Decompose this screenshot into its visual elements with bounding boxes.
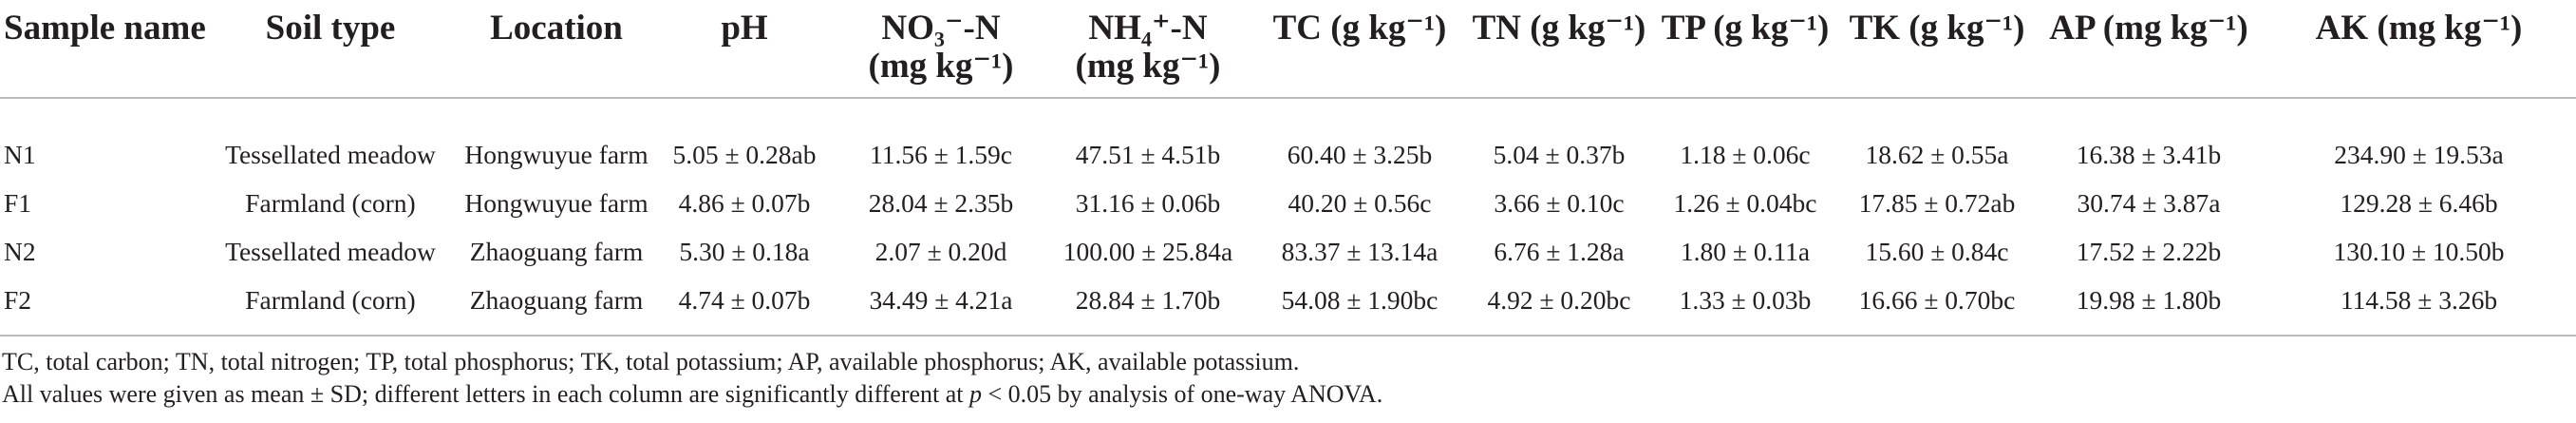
soil-properties-table: Sample name Soil type Location pH NO₃⁻-N… bbox=[0, 0, 2576, 336]
cell-ap: 19.98 ± 1.80b bbox=[2076, 284, 2222, 315]
cell-ammonium: 31.16 ± 0.06b bbox=[1075, 187, 1221, 218]
cell-tk: 16.66 ± 0.70bc bbox=[1858, 284, 2016, 315]
cell-ph: 4.74 ± 0.07b bbox=[678, 284, 811, 315]
cell-tc: 54.08 ± 1.90bc bbox=[1281, 284, 1438, 315]
header-tc: TC (g kg⁻¹) bbox=[1272, 9, 1447, 48]
header-sample-name: Sample name bbox=[4, 9, 206, 48]
cell-tn: 6.76 ± 1.28a bbox=[1494, 236, 1625, 266]
header-soil-type: Soil type bbox=[265, 9, 396, 48]
cell-tc: 83.37 ± 13.14a bbox=[1281, 236, 1438, 266]
cell-tk: 17.85 ± 0.72ab bbox=[1858, 187, 2016, 218]
cell-ph: 5.30 ± 0.18a bbox=[679, 236, 810, 266]
cell-sample-name: N1 bbox=[4, 139, 36, 169]
cell-sample-name: F2 bbox=[4, 284, 32, 315]
header-tk: TK (g kg⁻¹) bbox=[1849, 9, 2025, 48]
table-footnotes: TC, total carbon; TN, total nitrogen; TP… bbox=[2, 346, 1382, 411]
cell-ammonium: 47.51 ± 4.51b bbox=[1075, 139, 1221, 169]
cell-tn: 5.04 ± 0.37b bbox=[1493, 139, 1626, 169]
cell-nitrate: 11.56 ± 1.59c bbox=[869, 139, 1013, 169]
cell-soil-type: Farmland (corn) bbox=[245, 284, 416, 315]
cell-tp: 1.80 ± 0.11a bbox=[1680, 236, 1811, 266]
table-header-row: Sample name Soil type Location pH NO₃⁻-N… bbox=[0, 0, 2576, 98]
cell-ak: 129.28 ± 6.46b bbox=[2340, 187, 2498, 218]
cell-ph: 5.05 ± 0.28ab bbox=[672, 139, 817, 169]
cell-nitrate: 34.49 ± 4.21a bbox=[869, 284, 1013, 315]
footnote-statistics: All values were given as mean ± SD; diff… bbox=[2, 378, 1382, 411]
cell-ph: 4.86 ± 0.07b bbox=[678, 187, 811, 218]
cell-tc: 40.20 ± 0.56c bbox=[1288, 187, 1432, 218]
cell-sample-name: N2 bbox=[4, 236, 36, 266]
cell-ammonium: 28.84 ± 1.70b bbox=[1075, 284, 1221, 315]
table-row: N2 Tessellated meadow Zhaoguang farm 5.3… bbox=[0, 227, 2576, 276]
header-ph: pH bbox=[721, 9, 768, 48]
header-ak: AK (mg kg⁻¹) bbox=[2315, 9, 2523, 48]
cell-nitrate: 28.04 ± 2.35b bbox=[868, 187, 1014, 218]
cell-location: Zhaoguang farm bbox=[469, 284, 644, 315]
cell-ap: 30.74 ± 3.87a bbox=[2077, 187, 2221, 218]
footnote-statistics-tail: < 0.05 by analysis of one-way ANOVA. bbox=[982, 380, 1383, 408]
header-ap: AP (mg kg⁻¹) bbox=[2049, 9, 2248, 48]
table-row: F1 Farmland (corn) Hongwuyue farm 4.86 ±… bbox=[0, 179, 2576, 227]
footnote-statistics-text: All values were given as mean ± SD; diff… bbox=[2, 380, 970, 408]
cell-ap: 17.52 ± 2.22b bbox=[2076, 236, 2222, 266]
header-nitrate: NO₃⁻-N (mg kg⁻¹) bbox=[868, 9, 1014, 86]
cell-soil-type: Tessellated meadow bbox=[225, 236, 436, 266]
cell-sample-name: F1 bbox=[4, 187, 32, 218]
cell-nitrate: 2.07 ± 0.20d bbox=[874, 236, 1007, 266]
cell-ammonium: 100.00 ± 25.84a bbox=[1062, 236, 1233, 266]
header-location: Location bbox=[490, 9, 623, 48]
header-tn: TN (g kg⁻¹) bbox=[1472, 9, 1646, 48]
cell-tp: 1.33 ± 0.03b bbox=[1679, 284, 1812, 315]
cell-location: Hongwuyue farm bbox=[464, 139, 649, 169]
cell-ak: 130.10 ± 10.50b bbox=[2333, 236, 2505, 266]
cell-tk: 15.60 ± 0.84c bbox=[1865, 236, 2009, 266]
cell-tn: 3.66 ± 0.10c bbox=[1494, 187, 1625, 218]
table-row: N1 Tessellated meadow Hongwuyue farm 5.0… bbox=[0, 98, 2576, 179]
cell-location: Zhaoguang farm bbox=[469, 236, 644, 266]
cell-location: Hongwuyue farm bbox=[464, 187, 649, 218]
cell-tn: 4.92 ± 0.20bc bbox=[1487, 284, 1631, 315]
cell-soil-type: Farmland (corn) bbox=[245, 187, 416, 218]
cell-tp: 1.18 ± 0.06c bbox=[1680, 139, 1811, 169]
data-table-container: Sample name Soil type Location pH NO₃⁻-N… bbox=[0, 0, 2576, 336]
cell-tp: 1.26 ± 0.04bc bbox=[1673, 187, 1817, 218]
cell-ap: 16.38 ± 3.41b bbox=[2076, 139, 2222, 169]
cell-ak: 234.90 ± 19.53a bbox=[2334, 139, 2504, 169]
cell-tk: 18.62 ± 0.55a bbox=[1865, 139, 2009, 169]
cell-soil-type: Tessellated meadow bbox=[225, 139, 436, 169]
cell-ak: 114.58 ± 3.26b bbox=[2340, 284, 2498, 315]
header-tp: TP (g kg⁻¹) bbox=[1661, 9, 1830, 48]
cell-tc: 60.40 ± 3.25b bbox=[1287, 139, 1433, 169]
footnote-p-variable: p bbox=[969, 380, 983, 408]
footnote-abbreviations: TC, total carbon; TN, total nitrogen; TP… bbox=[2, 348, 1300, 375]
table-row: F2 Farmland (corn) Zhaoguang farm 4.74 ±… bbox=[0, 276, 2576, 336]
header-ammonium: NH₄⁺-N (mg kg⁻¹) bbox=[1075, 9, 1221, 86]
